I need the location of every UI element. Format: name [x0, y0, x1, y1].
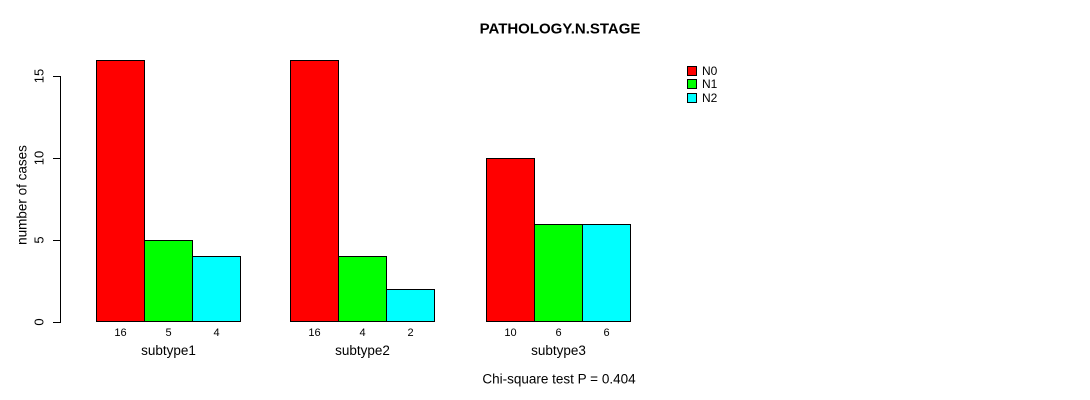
legend: N0 N1 N2 [687, 64, 717, 105]
legend-item-n0: N0 [687, 64, 717, 78]
bar-n0-subtype3 [486, 158, 535, 322]
bar-n1-subtype3 [534, 224, 583, 322]
bar-value-label: 4 [359, 327, 366, 339]
legend-label: N0 [702, 63, 718, 78]
y-tick-mark [53, 322, 60, 323]
bar-value-label: 10 [504, 327, 517, 339]
y-axis-line [60, 76, 61, 323]
bar-value-label: 5 [165, 327, 172, 339]
bar-n2-subtype2 [386, 289, 435, 322]
category-label-subtype2: subtype2 [335, 343, 390, 358]
y-tick-label: 15 [31, 68, 47, 84]
bar-n1-subtype1 [144, 240, 193, 322]
bar-value-label: 6 [603, 327, 610, 339]
y-tick-mark [53, 76, 60, 77]
bar-value-label: 4 [213, 327, 220, 339]
legend-label: N1 [702, 77, 718, 92]
legend-swatch-icon [687, 65, 697, 76]
chart-title: PATHOLOGY.N.STAGE [479, 20, 641, 38]
y-tick-label: 10 [31, 150, 47, 166]
bar-n0-subtype1 [96, 60, 145, 322]
category-label-subtype1: subtype1 [141, 343, 196, 358]
bar-n2-subtype1 [192, 256, 241, 322]
category-label-subtype3: subtype3 [531, 343, 586, 358]
legend-swatch-icon [687, 79, 697, 90]
chi-square-note: Chi-square test P = 0.404 [482, 371, 636, 387]
legend-label: N2 [702, 90, 718, 105]
legend-swatch-icon [687, 92, 697, 103]
bar-value-label: 2 [407, 327, 414, 339]
bar-value-label: 16 [308, 327, 321, 339]
y-tick-label: 0 [31, 318, 47, 326]
bar-n2-subtype3 [582, 224, 631, 322]
legend-item-n2: N2 [687, 91, 717, 105]
y-tick-label: 5 [31, 236, 47, 244]
legend-item-n1: N1 [687, 77, 718, 92]
y-tick-mark [53, 158, 60, 159]
bar-value-label: 6 [555, 327, 562, 339]
y-axis-label: number of cases [14, 145, 30, 245]
bar-n0-subtype2 [290, 60, 339, 322]
y-tick-mark [53, 240, 60, 241]
bar-n1-subtype2 [338, 256, 387, 322]
bar-value-label: 16 [114, 327, 127, 339]
